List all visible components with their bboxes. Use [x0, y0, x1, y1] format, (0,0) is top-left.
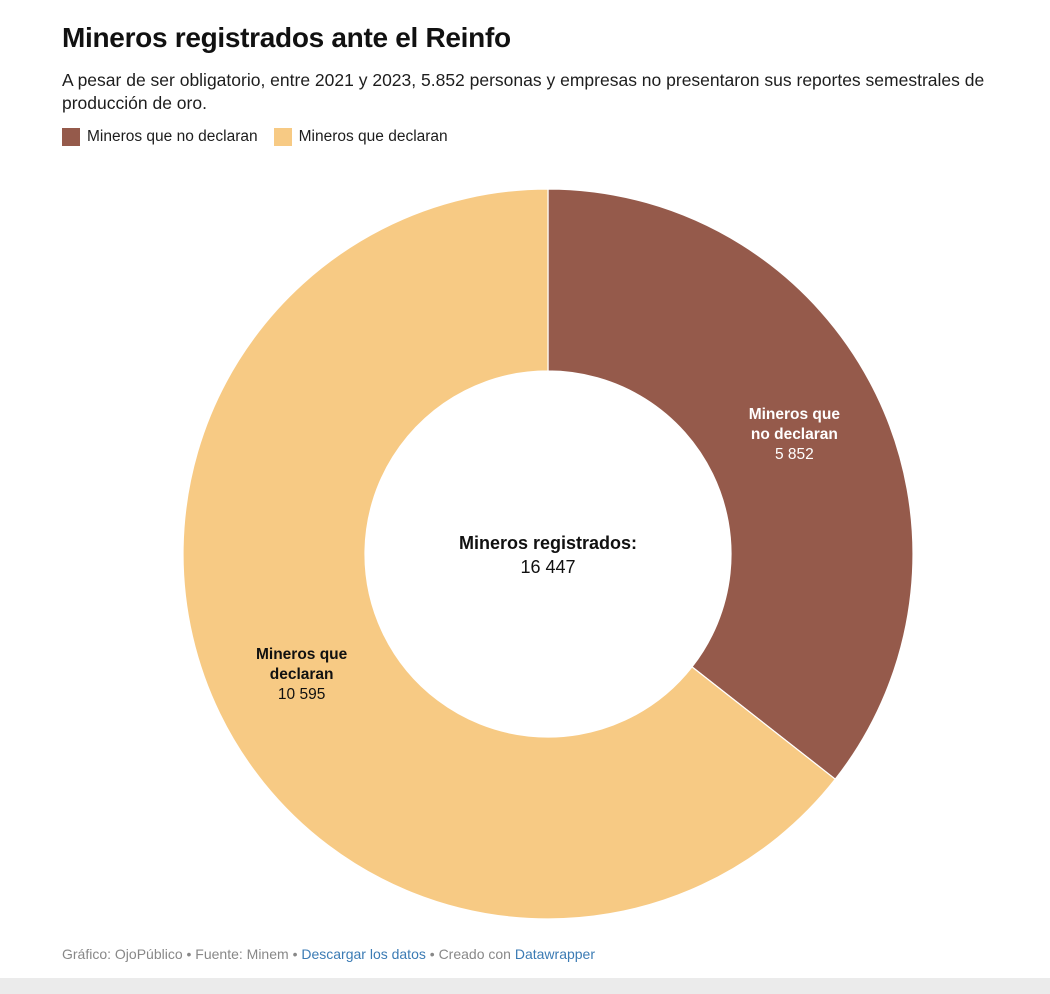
donut-center-label: Mineros registrados:: [459, 533, 637, 553]
legend-swatch-no-declaran: [62, 128, 80, 146]
donut-slice-label-0: Mineros que no declaran 5 852: [749, 406, 841, 463]
datawrapper-link[interactable]: Datawrapper: [514, 946, 595, 962]
legend-item-no-declaran: Mineros que no declaran: [62, 128, 258, 146]
donut-slice-label-line: Mineros que: [749, 406, 841, 423]
donut-slice-value: 10 595: [278, 686, 325, 703]
footer-created-with: Creado con: [438, 946, 511, 962]
donut-center-value: 16 447: [520, 557, 575, 577]
bottom-bar: [0, 978, 1050, 994]
donut-slice-label-1: Mineros que declaran 10 595: [256, 646, 348, 703]
footer-credit: Gráfico: OjoPúblico: [62, 946, 183, 962]
donut-slice-1[interactable]: [182, 188, 837, 920]
legend-label-declaran: Mineros que declaran: [298, 128, 448, 145]
legend-swatch-declaran: [273, 128, 292, 146]
donut-slice-label-line: no declaran: [751, 426, 838, 443]
download-data-link[interactable]: Descargar los datos: [301, 946, 426, 962]
donut-slice-label-line: declaran: [270, 666, 334, 683]
chart-title: Mineros registrados ante el Reinfo: [62, 22, 511, 53]
footer-separator-3: •: [429, 946, 435, 962]
footer-separator-1: •: [186, 946, 192, 962]
chart-legend: Mineros que no declaran Mineros que decl…: [62, 128, 464, 146]
donut-slice-label-line: Mineros que: [256, 646, 348, 663]
footer-separator-2: •: [292, 946, 298, 962]
donut-slice-value: 5 852: [775, 446, 814, 463]
legend-label-no-declaran: Mineros que no declaran: [87, 128, 258, 145]
legend-item-declaran: Mineros que declaran: [273, 128, 448, 146]
chart-footer: Gráfico: OjoPúblico • Fuente: Minem • De…: [62, 946, 595, 962]
chart-subtitle: A pesar de ser obligatorio, entre 2021 y…: [62, 70, 985, 113]
donut-slice-0[interactable]: [547, 188, 914, 781]
footer-source: Fuente: Minem: [195, 946, 289, 962]
